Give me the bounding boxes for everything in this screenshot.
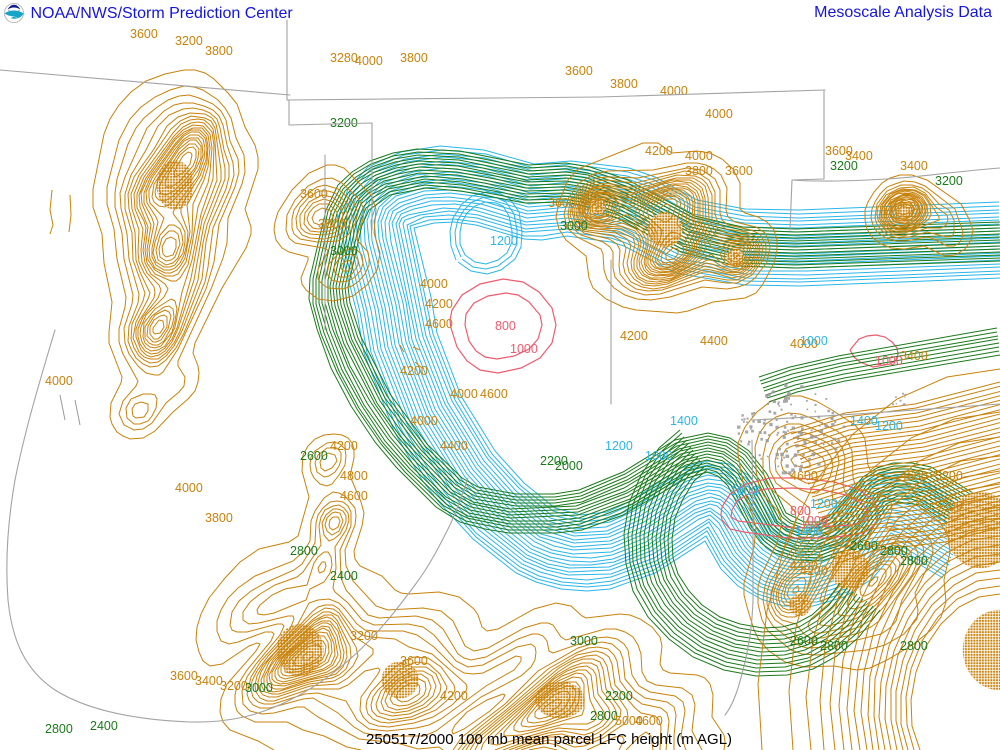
svg-text:3600: 3600 xyxy=(130,27,158,41)
svg-text:4000: 4000 xyxy=(450,387,478,401)
svg-text:4000: 4000 xyxy=(685,149,713,163)
svg-text:1400: 1400 xyxy=(795,524,823,538)
svg-text:3200: 3200 xyxy=(830,159,858,173)
svg-text:5200: 5200 xyxy=(935,469,963,483)
svg-text:4200: 4200 xyxy=(330,439,358,453)
svg-text:1000: 1000 xyxy=(875,354,903,368)
svg-text:2600: 2600 xyxy=(850,539,878,553)
svg-text:1000: 1000 xyxy=(800,334,828,348)
svg-text:3600: 3600 xyxy=(725,164,753,178)
svg-text:4000: 4000 xyxy=(175,481,203,495)
svg-text:4600: 4600 xyxy=(340,489,368,503)
svg-text:800: 800 xyxy=(495,319,516,333)
svg-text:4200: 4200 xyxy=(400,364,428,378)
svg-text:3800: 3800 xyxy=(685,164,713,178)
svg-text:4200: 4200 xyxy=(620,329,648,343)
svg-text:3200: 3200 xyxy=(935,174,963,188)
svg-text:4200: 4200 xyxy=(800,564,828,578)
svg-text:3400: 3400 xyxy=(195,674,223,688)
svg-text:1200: 1200 xyxy=(490,234,518,248)
svg-text:2600: 2600 xyxy=(790,634,818,648)
svg-text:2800: 2800 xyxy=(900,639,928,653)
svg-text:4600: 4600 xyxy=(900,469,928,483)
svg-text:3000: 3000 xyxy=(570,634,598,648)
svg-text:1200: 1200 xyxy=(605,439,633,453)
svg-text:2400: 2400 xyxy=(330,569,358,583)
svg-text:3800: 3800 xyxy=(610,77,638,91)
svg-text:1000: 1000 xyxy=(510,342,538,356)
svg-text:1000: 1000 xyxy=(730,484,758,498)
svg-text:3200: 3200 xyxy=(220,679,248,693)
svg-text:3000: 3000 xyxy=(560,219,588,233)
svg-text:4400: 4400 xyxy=(700,334,728,348)
svg-text:3280: 3280 xyxy=(330,51,358,65)
svg-text:1600: 1600 xyxy=(645,449,673,463)
svg-text:4600: 4600 xyxy=(480,387,508,401)
svg-text:2800: 2800 xyxy=(290,544,318,558)
svg-text:3800: 3800 xyxy=(205,511,233,525)
svg-text:2800: 2800 xyxy=(820,639,848,653)
svg-text:1200: 1200 xyxy=(810,497,838,511)
svg-text:2200: 2200 xyxy=(605,689,633,703)
svg-text:2800: 2800 xyxy=(900,554,928,568)
svg-text:2800: 2800 xyxy=(45,722,73,736)
svg-text:4400: 4400 xyxy=(440,439,468,453)
svg-text:5200: 5200 xyxy=(935,499,963,513)
svg-text:3800: 3800 xyxy=(205,44,233,58)
svg-text:2000: 2000 xyxy=(555,459,583,473)
svg-text:3800: 3800 xyxy=(400,51,428,65)
svg-text:1400: 1400 xyxy=(850,414,878,428)
svg-text:3600: 3600 xyxy=(300,187,328,201)
svg-text:3400: 3400 xyxy=(900,159,928,173)
svg-text:4000: 4000 xyxy=(410,414,438,428)
svg-text:4000: 4000 xyxy=(420,277,448,291)
svg-text:2800: 2800 xyxy=(590,709,618,723)
svg-text:4600: 4600 xyxy=(425,317,453,331)
svg-text:3800: 3800 xyxy=(318,217,346,231)
svg-text:4000: 4000 xyxy=(660,84,688,98)
svg-text:2600: 2600 xyxy=(300,449,328,463)
svg-text:3000: 3000 xyxy=(245,681,273,695)
svg-text:1200: 1200 xyxy=(875,419,903,433)
svg-text:3600: 3600 xyxy=(565,64,593,78)
svg-text:4000: 4000 xyxy=(45,374,73,388)
svg-text:4200: 4200 xyxy=(440,689,468,703)
svg-text:3000: 3000 xyxy=(330,244,358,258)
svg-text:3600: 3600 xyxy=(170,669,198,683)
svg-text:3600: 3600 xyxy=(400,654,428,668)
svg-text:4000: 4000 xyxy=(355,54,383,68)
svg-text:4600: 4600 xyxy=(635,714,663,728)
svg-text:4800: 4800 xyxy=(340,469,368,483)
svg-text:4200: 4200 xyxy=(645,144,673,158)
svg-text:3600: 3600 xyxy=(548,196,576,210)
svg-text:1400: 1400 xyxy=(670,414,698,428)
svg-text:4200: 4200 xyxy=(425,297,453,311)
svg-text:4000: 4000 xyxy=(705,107,733,121)
svg-text:2400: 2400 xyxy=(90,719,118,733)
svg-text:3400: 3400 xyxy=(900,349,928,363)
svg-text:3200: 3200 xyxy=(175,34,203,48)
